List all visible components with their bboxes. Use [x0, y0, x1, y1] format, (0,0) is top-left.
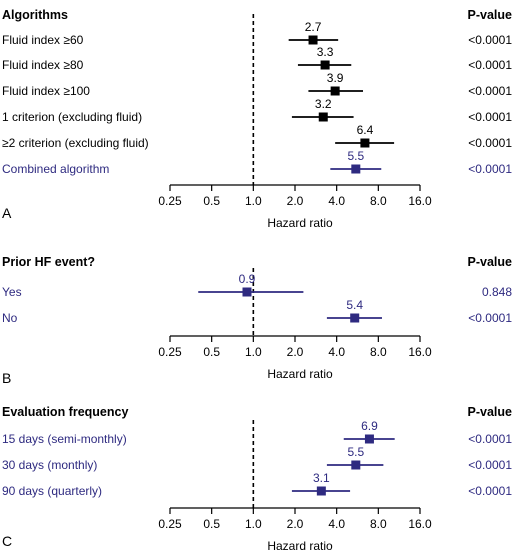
- pvalue-header-a: P-value: [468, 8, 513, 22]
- hazard-ratio-label: 2.7: [305, 20, 322, 34]
- hazard-ratio-label: 3.1: [313, 471, 330, 485]
- hazard-ratio-label: 6.9: [361, 419, 378, 433]
- row-label: Yes: [2, 285, 22, 299]
- x-tick-label: 0.5: [203, 345, 220, 359]
- hazard-ratio-marker: [364, 434, 374, 444]
- row-label: 90 days (quarterly): [2, 484, 102, 498]
- p-value: <0.0001: [468, 432, 512, 446]
- hazard-ratio-marker: [318, 112, 328, 122]
- p-value: <0.0001: [468, 110, 512, 124]
- p-value: <0.0001: [468, 136, 512, 150]
- hazard-ratio-label: 5.5: [347, 445, 364, 459]
- p-value: <0.0001: [468, 58, 512, 72]
- hazard-ratio-marker: [330, 86, 340, 96]
- hazard-ratio-marker: [360, 138, 370, 148]
- x-tick-label: 1.0: [245, 194, 262, 208]
- hazard-ratio-marker: [308, 35, 318, 45]
- p-value: <0.0001: [468, 484, 512, 498]
- x-tick-label: 8.0: [370, 194, 387, 208]
- hazard-ratio-label: 3.2: [315, 97, 332, 111]
- x-tick-label: 16.0: [408, 194, 432, 208]
- x-tick-label: 0.5: [203, 517, 220, 531]
- x-tick-label: 1.0: [245, 345, 262, 359]
- p-value: 0.848: [482, 285, 512, 299]
- panel-header-c: Evaluation frequency: [2, 405, 128, 419]
- panel-header-b: Prior HF event?: [2, 255, 95, 269]
- p-value: <0.0001: [468, 84, 512, 98]
- x-tick-label: 16.0: [408, 345, 432, 359]
- p-value: <0.0001: [468, 33, 512, 47]
- x-axis-title: Hazard ratio: [267, 539, 333, 551]
- x-tick-label: 0.5: [203, 194, 220, 208]
- hazard-ratio-label: 5.4: [346, 298, 363, 312]
- p-value: <0.0001: [468, 311, 512, 325]
- x-tick-label: 0.25: [158, 345, 182, 359]
- p-value: <0.0001: [468, 458, 512, 472]
- hazard-ratio-label: 3.3: [317, 45, 334, 59]
- x-tick-label: 4.0: [328, 517, 345, 531]
- row-label: 1 criterion (excluding fluid): [2, 110, 142, 124]
- row-label: 15 days (semi-monthly): [2, 432, 127, 446]
- hazard-ratio-label: 6.4: [357, 123, 374, 137]
- x-tick-label: 8.0: [370, 345, 387, 359]
- panel-letter-c: C: [2, 533, 12, 549]
- hazard-ratio-label: 5.5: [347, 149, 364, 163]
- hazard-ratio-label: 0.9: [239, 272, 256, 286]
- x-tick-label: 4.0: [328, 194, 345, 208]
- x-tick-label: 0.25: [158, 517, 182, 531]
- pvalue-header-b: P-value: [468, 255, 513, 269]
- hazard-ratio-label: 3.9: [327, 71, 344, 85]
- x-axis-title: Hazard ratio: [267, 367, 333, 381]
- hazard-ratio-marker: [351, 460, 361, 470]
- hazard-ratio-marker: [316, 486, 326, 496]
- p-value: <0.0001: [468, 162, 512, 176]
- x-axis-title: Hazard ratio: [267, 216, 333, 230]
- x-tick-label: 2.0: [287, 194, 304, 208]
- row-label: Fluid index ≥60: [2, 33, 84, 47]
- x-tick-label: 0.25: [158, 194, 182, 208]
- row-label: No: [2, 311, 18, 325]
- hazard-ratio-marker: [351, 164, 361, 174]
- row-label: Fluid index ≥100: [2, 84, 90, 98]
- hazard-ratio-marker: [242, 287, 252, 297]
- x-tick-label: 4.0: [328, 345, 345, 359]
- hazard-ratio-marker: [320, 60, 330, 70]
- pvalue-header-c: P-value: [468, 405, 513, 419]
- hazard-ratio-marker: [350, 313, 360, 323]
- x-tick-label: 8.0: [370, 517, 387, 531]
- row-label: Combined algorithm: [2, 162, 109, 176]
- x-tick-label: 16.0: [408, 517, 432, 531]
- row-label: 30 days (monthly): [2, 458, 97, 472]
- panel-letter-a: A: [2, 205, 12, 221]
- panel-header-a: Algorithms: [2, 8, 68, 22]
- row-label: Fluid index ≥80: [2, 58, 84, 72]
- row-label: ≥2 criterion (excluding fluid): [2, 136, 149, 150]
- x-tick-label: 2.0: [287, 345, 304, 359]
- panel-letter-b: B: [2, 370, 11, 386]
- x-tick-label: 2.0: [287, 517, 304, 531]
- x-tick-label: 1.0: [245, 517, 262, 531]
